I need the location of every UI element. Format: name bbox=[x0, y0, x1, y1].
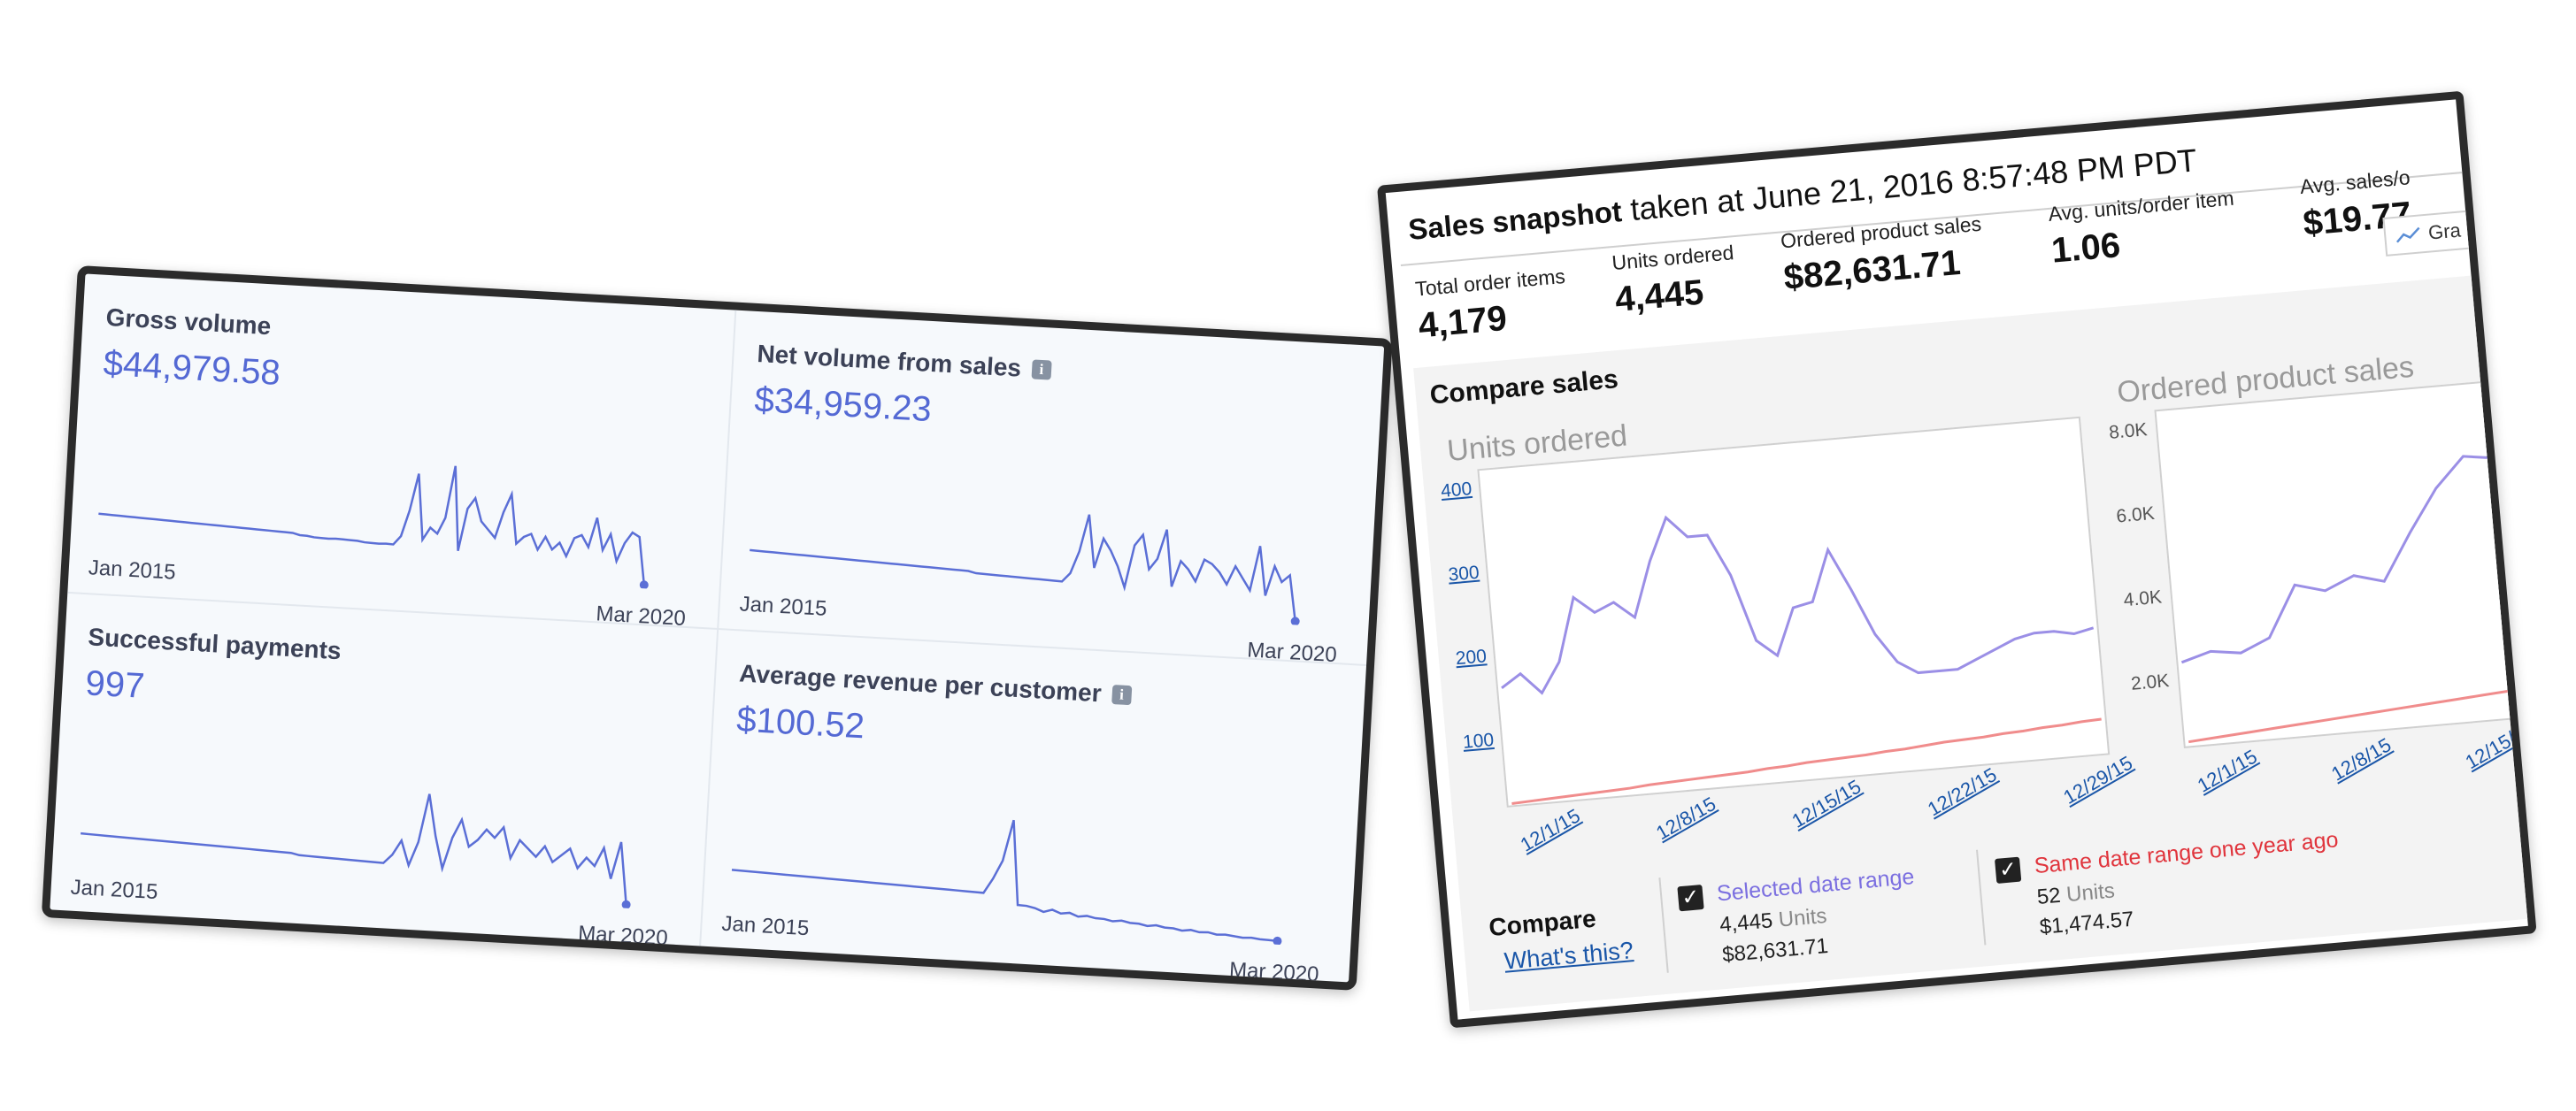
sales-xtick[interactable]: 12/15/15 bbox=[2461, 716, 2537, 774]
units-selected-line bbox=[1501, 515, 2095, 695]
selected-range-units: 4,445 Units bbox=[1719, 904, 1827, 938]
units-xtick[interactable]: 12/1/15 bbox=[1516, 804, 1584, 856]
line-chart-icon bbox=[2395, 226, 2420, 243]
panel-avg-revenue[interactable]: Average revenue per customer i $100.52 Ja… bbox=[701, 630, 1368, 986]
ordered-product-sales-plot bbox=[2180, 455, 2537, 744]
sparkline-chart bbox=[731, 819, 1282, 946]
sales-xtick[interactable]: 12/8/15 bbox=[2327, 733, 2395, 785]
graph-view-button[interactable]: Gra bbox=[2382, 208, 2495, 257]
sales-last-year-line bbox=[2188, 674, 2537, 744]
panel-title-text: Successful payments bbox=[87, 623, 342, 665]
sales-ytick: 4.0K bbox=[2122, 586, 2163, 611]
panel-value: $100.52 bbox=[735, 700, 866, 747]
info-icon[interactable]: i bbox=[1111, 685, 1133, 706]
end-date-label: Mar 2020 bbox=[577, 921, 669, 951]
panel-title-text: Average revenue per customer bbox=[738, 659, 1103, 708]
snapshot-heading-bold: Sales snapshot bbox=[1406, 195, 1624, 247]
panel-title-text: Gross volume bbox=[104, 303, 273, 341]
units-xtick[interactable]: 12/22/15 bbox=[1923, 762, 2001, 821]
units-xtick[interactable]: 12/29/15 bbox=[2059, 751, 2137, 809]
metric-label: Units ordered bbox=[1611, 241, 1735, 275]
sparkline-series bbox=[750, 514, 1296, 622]
last-year-checkbox[interactable]: ✓ bbox=[1994, 856, 2022, 884]
selected-range-checkbox[interactable]: ✓ bbox=[1677, 884, 1704, 912]
legend-divider bbox=[1976, 849, 1987, 946]
sales-ytick: 2.0K bbox=[2130, 670, 2171, 694]
sales-xtick[interactable]: 12/1/15 bbox=[2193, 745, 2261, 797]
dashboard-card: Gross volume $44,979.58 Jan 2015 Mar 202… bbox=[41, 265, 1393, 991]
metric-value: 4,445 bbox=[1613, 272, 1705, 319]
sales-selected-line bbox=[2180, 455, 2537, 664]
last-year-sales: $1,474.57 bbox=[2038, 907, 2135, 939]
units-ytick[interactable]: 200 bbox=[1454, 646, 1488, 670]
selected-range-name: Selected date range bbox=[1716, 864, 1916, 907]
sparkline-series bbox=[98, 465, 646, 586]
graph-button-label: Gra bbox=[2427, 218, 2462, 244]
start-date-label: Jan 2015 bbox=[739, 592, 828, 621]
panel-title: Gross volume bbox=[105, 303, 272, 341]
panel-value: $34,959.23 bbox=[753, 379, 933, 430]
metric-label: Avg. sales/o bbox=[2298, 165, 2411, 199]
compare-sales-section: Compare sales Units ordered 400 300 200 … bbox=[1413, 267, 2537, 1012]
units-ordered-chart bbox=[1477, 416, 2111, 808]
panel-title: Successful payments bbox=[88, 623, 342, 665]
metric-units-ordered: Units ordered 4,445 bbox=[1611, 241, 1738, 320]
ordered-product-sales-chart bbox=[2154, 372, 2537, 748]
panel-value: $44,979.58 bbox=[102, 343, 281, 393]
metric-ordered-product-sales: Ordered product sales $82,631.71 bbox=[1780, 212, 1987, 299]
metric-avg-units-per-order: Avg. units/order item 1.06 bbox=[2048, 187, 2240, 272]
sales-snapshot-card: Sales snapshot taken at June 21, 2016 8:… bbox=[1377, 90, 2537, 1029]
last-year-units-value: 52 bbox=[2035, 883, 2062, 909]
panel-successful-payments[interactable]: Successful payments 997 Jan 2015 Mar 202… bbox=[50, 594, 717, 950]
panel-gross-volume[interactable]: Gross volume $44,979.58 Jan 2015 Mar 202… bbox=[67, 273, 734, 631]
sparkline-chart bbox=[98, 465, 650, 590]
units-xtick[interactable]: 12/15/15 bbox=[1788, 775, 1865, 832]
sparkline-chart bbox=[750, 514, 1300, 626]
units-ytick[interactable]: 300 bbox=[1447, 562, 1480, 586]
start-date-label: Jan 2015 bbox=[69, 875, 159, 905]
metric-total-order-items: Total order items 4,179 bbox=[1414, 264, 1570, 347]
selected-range-units-value: 4,445 bbox=[1719, 908, 1774, 938]
sparkline-end-point[interactable] bbox=[621, 900, 631, 909]
units-ytick[interactable]: 100 bbox=[1462, 729, 1496, 753]
panel-title: Average revenue per customer i bbox=[739, 659, 1133, 709]
sparkline-chart bbox=[81, 793, 631, 909]
start-date-label: Jan 2015 bbox=[88, 556, 177, 585]
compare-sales-title: Compare sales bbox=[1428, 364, 1619, 410]
sparkline-series bbox=[81, 793, 627, 905]
sparkline-end-point[interactable] bbox=[1290, 617, 1300, 626]
last-year-units-word: Units bbox=[2065, 878, 2116, 908]
sales-ytick: 8.0K bbox=[2108, 419, 2149, 443]
start-date-label: Jan 2015 bbox=[720, 911, 810, 941]
panel-value: 997 bbox=[84, 663, 146, 706]
panel-net-volume[interactable]: Net volume from sales i $34,959.23 Jan 20… bbox=[719, 310, 1386, 667]
sparkline-series bbox=[731, 819, 1278, 943]
units-xtick[interactable]: 12/8/15 bbox=[1652, 792, 1720, 845]
selected-range-sales: $82,631.71 bbox=[1721, 933, 1830, 968]
end-date-label: Mar 2020 bbox=[1228, 957, 1320, 987]
sparkline-end-point[interactable] bbox=[639, 580, 650, 590]
units-ordered-plot bbox=[1501, 515, 2102, 805]
panel-title: Net volume from sales i bbox=[757, 340, 1052, 385]
info-icon[interactable]: i bbox=[1031, 359, 1052, 380]
units-last-year-line bbox=[1511, 717, 2102, 805]
sparkline-end-point[interactable] bbox=[1273, 936, 1282, 946]
legend-divider bbox=[1658, 877, 1669, 973]
last-year-units: 52 Units bbox=[2036, 878, 2116, 910]
metric-value: 4,179 bbox=[1417, 298, 1509, 346]
compare-label: Compare bbox=[1488, 904, 1597, 942]
last-year-range-name: Same date range one year ago bbox=[2033, 827, 2340, 879]
whats-this-link[interactable]: What's this? bbox=[1503, 937, 1634, 975]
panel-title-text: Net volume from sales bbox=[756, 340, 1022, 382]
units-ytick[interactable]: 400 bbox=[1440, 478, 1473, 502]
sales-ytick: 6.0K bbox=[2115, 502, 2156, 527]
selected-range-units-word: Units bbox=[1777, 903, 1828, 932]
